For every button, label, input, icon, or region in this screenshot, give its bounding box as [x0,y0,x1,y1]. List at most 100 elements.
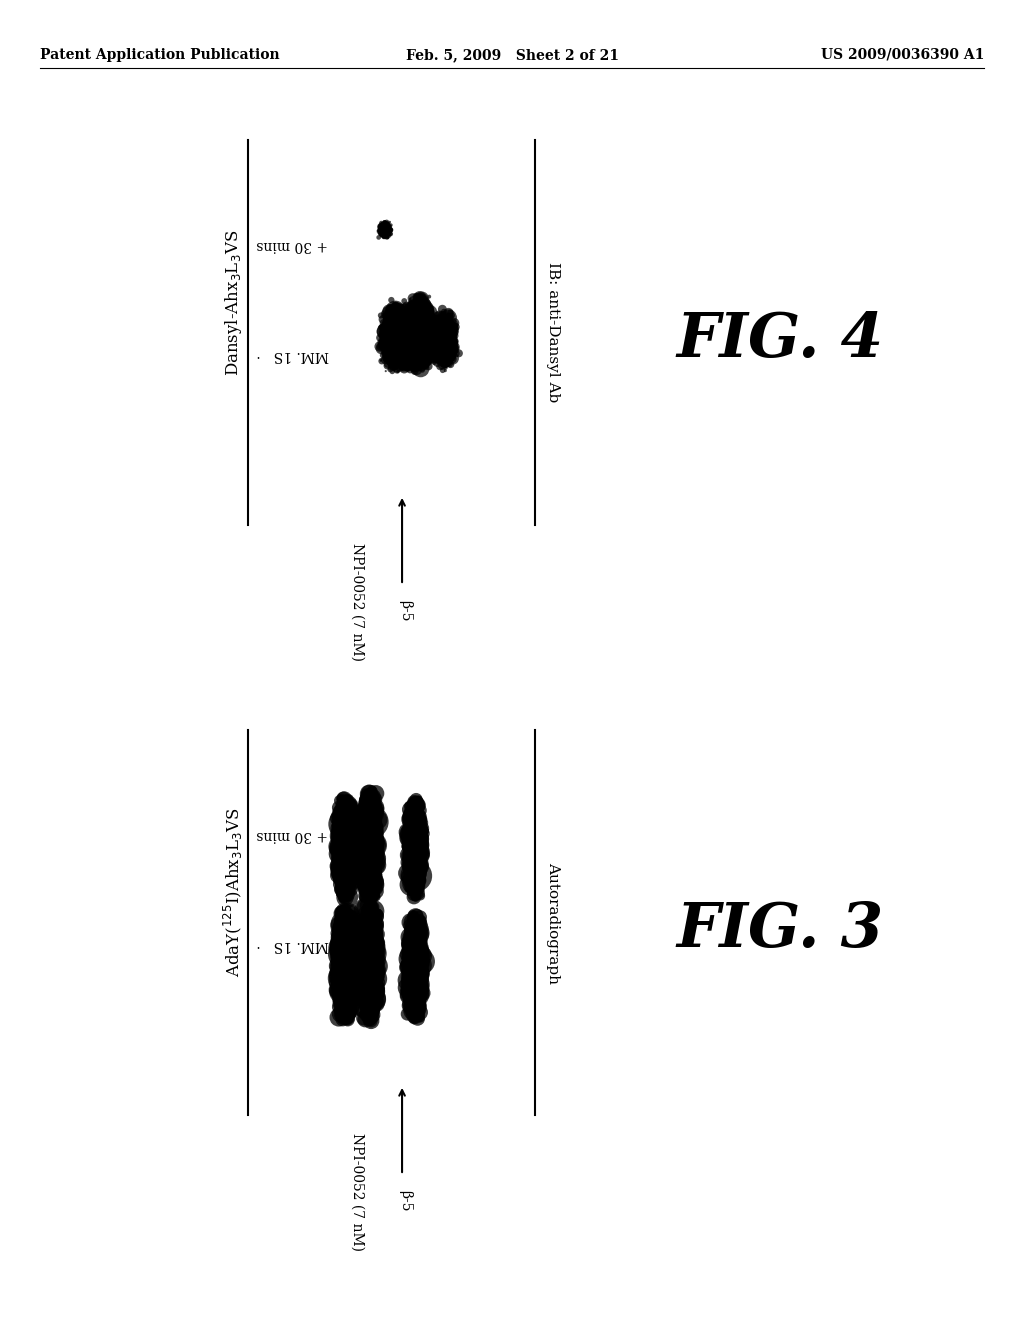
Point [338,832,354,853]
Point [412,346,428,367]
Point [378,222,394,243]
Point [408,871,424,892]
Point [402,354,419,375]
Point [356,821,373,842]
Point [341,821,357,842]
Point [407,838,423,859]
Point [337,935,353,956]
Point [397,343,414,364]
Point [403,342,420,363]
Point [337,842,353,863]
Point [385,325,401,346]
Point [415,822,431,843]
Point [411,859,427,880]
Point [357,932,374,953]
Point [407,830,423,851]
Point [332,970,348,991]
Point [368,953,384,974]
Point [374,216,390,238]
Point [407,814,423,836]
Point [409,833,425,854]
Point [431,327,447,348]
Point [408,793,424,814]
Point [403,813,420,834]
Point [338,857,354,878]
Point [360,841,377,862]
Point [333,960,349,981]
Point [406,855,422,876]
Point [340,817,356,838]
Point [413,870,429,891]
Point [413,982,429,1003]
Point [333,821,349,842]
Point [410,341,426,362]
Point [361,940,378,961]
Point [409,940,425,961]
Point [402,942,419,964]
Point [403,937,420,958]
Point [334,828,350,849]
Point [366,865,382,886]
Point [411,352,427,374]
Point [336,953,352,974]
Point [364,788,380,809]
Point [358,817,375,838]
Point [368,857,384,878]
Point [408,954,424,975]
Point [385,342,401,363]
Point [386,331,402,352]
Point [332,838,348,859]
Point [340,958,356,979]
Point [391,306,408,327]
Point [378,216,394,238]
Point [430,330,446,351]
Point [359,972,376,993]
Point [365,849,381,870]
Point [410,978,426,999]
Point [362,826,379,847]
Point [407,949,423,970]
Point [408,978,424,999]
Point [335,843,351,865]
Point [406,322,422,343]
Point [404,319,421,341]
Point [408,961,424,982]
Point [431,330,447,351]
Point [419,342,435,363]
Point [335,937,351,958]
Point [340,936,356,957]
Point [408,850,424,871]
Point [409,986,425,1007]
Point [385,315,401,337]
Point [366,945,382,966]
Point [380,215,396,236]
Point [364,975,380,997]
Point [433,319,450,341]
Point [357,929,374,950]
Point [362,1003,379,1024]
Point [359,834,376,855]
Point [359,829,376,850]
Point [334,927,350,948]
Point [362,810,379,832]
Point [423,314,439,335]
Point [374,223,390,244]
Point [340,876,356,898]
Point [402,841,419,862]
Point [404,929,421,950]
Point [382,321,398,342]
Point [410,805,426,826]
Point [410,949,426,970]
Point [338,952,354,973]
Point [399,339,416,360]
Point [391,331,408,352]
Point [341,847,357,869]
Point [407,965,423,986]
Point [407,851,423,873]
Point [369,808,385,829]
Point [370,842,386,863]
Point [384,315,400,337]
Point [361,804,378,825]
Point [333,985,349,1006]
Point [392,317,409,338]
